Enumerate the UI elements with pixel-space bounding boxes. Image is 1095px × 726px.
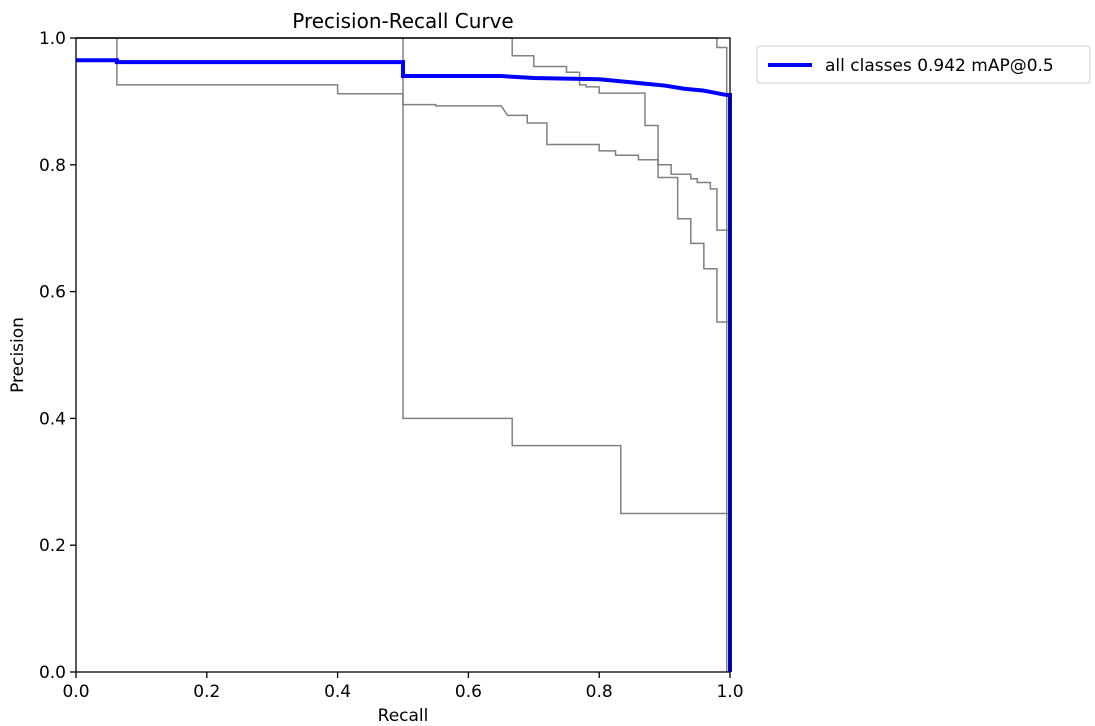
y-tick-label: 0.4 [39, 409, 66, 429]
x-tick-label: 0.2 [193, 682, 220, 702]
x-tick-label: 0.8 [586, 682, 613, 702]
series-line-class-1 [76, 37, 731, 672]
x-tick-label: 0.4 [324, 682, 351, 702]
legend-box [756, 45, 1091, 84]
x-tick-label: 0.6 [455, 682, 482, 702]
y-tick-label: 1.0 [39, 29, 66, 49]
y-tick-label: 0.6 [39, 283, 66, 303]
x-tick-label: 1.0 [716, 682, 743, 702]
y-axis-label: Precision [8, 317, 28, 393]
x-axis: 0.0 0.2 0.4 0.6 0.8 1.0 [62, 672, 744, 702]
series-line-class-2 [76, 37, 731, 672]
x-tick-label: 0.0 [62, 682, 89, 702]
series-layer [76, 37, 732, 672]
series-line-class-3 [76, 37, 731, 672]
y-tick-label: 0.2 [39, 536, 66, 556]
y-axis: 0.0 0.2 0.4 0.6 0.8 1.0 [39, 29, 76, 683]
series-line-all-classes [76, 58, 732, 672]
legend: all classes 0.942 mAP@0.5 [756, 45, 1091, 84]
plot-frame [75, 37, 731, 673]
y-tick-label: 0.8 [39, 156, 66, 176]
series-line-class-4 [76, 37, 728, 672]
y-tick-label: 0.0 [39, 663, 66, 683]
chart-title: Precision-Recall Curve [292, 9, 513, 33]
legend-label-all-classes: all classes 0.942 mAP@0.5 [825, 56, 1054, 76]
x-axis-label: Recall [378, 706, 429, 726]
